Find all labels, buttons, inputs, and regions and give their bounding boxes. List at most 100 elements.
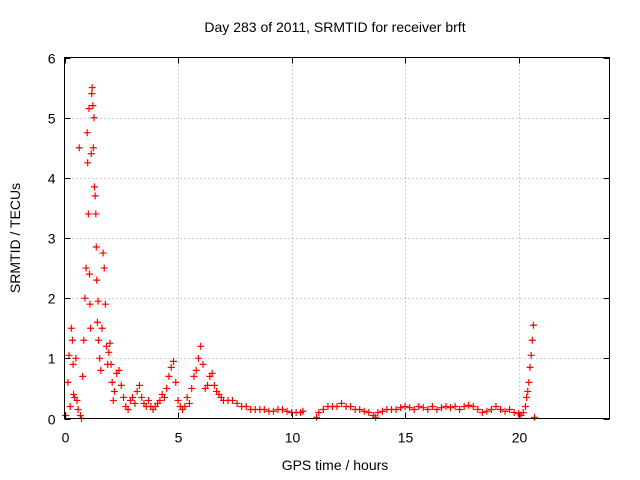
data-point — [315, 408, 323, 416]
data-point — [81, 294, 89, 302]
data-point — [424, 405, 432, 413]
data-point — [163, 384, 171, 392]
data-point — [93, 318, 101, 326]
data-point — [392, 405, 400, 413]
data-point — [172, 378, 180, 386]
data-point — [84, 159, 92, 167]
data-point — [378, 407, 386, 415]
data-point — [319, 405, 327, 413]
data-point — [478, 408, 486, 416]
data-point — [181, 402, 189, 410]
data-point — [401, 402, 409, 410]
data-point — [190, 372, 198, 380]
data-point — [194, 354, 202, 362]
data-point — [474, 405, 482, 413]
data-point — [66, 402, 74, 410]
data-point — [167, 363, 175, 371]
x-tick-label: 20 — [512, 430, 528, 446]
data-point — [145, 396, 153, 404]
x-tick-label: 10 — [285, 430, 301, 446]
data-point — [165, 372, 173, 380]
data-point — [510, 408, 518, 416]
data-point — [92, 243, 100, 251]
data-point — [156, 396, 164, 404]
y-tick-label: 1 — [48, 351, 56, 367]
y-tick-label: 6 — [48, 51, 56, 67]
data-point — [170, 357, 177, 365]
data-point — [72, 354, 80, 362]
data-point — [94, 297, 102, 305]
data-point — [527, 351, 535, 359]
data-point — [528, 336, 536, 344]
y-tick-label: 5 — [48, 111, 56, 127]
data-point — [415, 402, 423, 410]
data-point — [99, 249, 107, 257]
y-axis-label: SRMTID / TECUs — [7, 183, 23, 293]
data-point — [433, 405, 441, 413]
data-point — [90, 114, 98, 122]
data-point — [501, 407, 509, 415]
data-point — [233, 399, 241, 407]
data-point — [442, 402, 450, 410]
data-point — [525, 378, 533, 386]
data-point — [188, 384, 196, 392]
data-point — [115, 366, 123, 374]
grid — [64, 57, 610, 419]
data-point — [67, 324, 75, 332]
data-point — [279, 405, 286, 413]
data-point — [365, 408, 373, 416]
data-point — [135, 381, 143, 389]
data-point — [84, 210, 92, 218]
data-point — [80, 336, 88, 344]
data-point — [69, 360, 77, 368]
data-point — [73, 396, 81, 404]
data-point — [120, 393, 128, 401]
data-point — [419, 404, 427, 412]
data-point — [107, 360, 115, 368]
data-point — [103, 342, 111, 350]
data-point — [199, 360, 207, 368]
data-point — [313, 413, 321, 421]
data-point — [68, 336, 76, 344]
x-tick-label: 15 — [398, 430, 414, 446]
data-point — [469, 402, 477, 410]
data-point — [523, 393, 531, 401]
data-point — [185, 399, 193, 407]
data-point — [138, 393, 146, 401]
data-point — [204, 381, 212, 389]
data-point — [397, 404, 405, 412]
y-tick-label: 0 — [48, 412, 56, 428]
data-point — [88, 90, 96, 98]
data-point — [75, 144, 83, 152]
data-point — [360, 407, 368, 415]
data-point — [260, 405, 268, 413]
data-point — [229, 396, 237, 404]
data-point — [105, 348, 113, 356]
data-point — [506, 405, 514, 413]
data-point — [526, 363, 534, 371]
data-point — [269, 407, 277, 415]
data-point — [85, 105, 93, 113]
chart-title: Day 283 of 2011, SRMTID for receiver brf… — [204, 19, 465, 35]
data-point — [79, 372, 87, 380]
data-point — [98, 324, 106, 332]
data-point — [83, 129, 91, 137]
data-point — [133, 387, 141, 395]
data-point — [95, 336, 103, 344]
data-point — [333, 402, 341, 410]
y-tick-label: 2 — [48, 291, 56, 307]
y-tick-label: 4 — [48, 171, 56, 187]
data-point — [531, 413, 539, 421]
data-point — [85, 270, 93, 278]
data-point — [70, 390, 78, 398]
data-point — [524, 387, 532, 395]
data-point — [117, 381, 125, 389]
data-point — [76, 411, 84, 419]
data-point — [465, 401, 473, 409]
data-point — [96, 354, 104, 362]
data-point — [283, 407, 291, 415]
data-point — [82, 264, 90, 272]
data-point — [174, 396, 182, 404]
data-point — [64, 378, 72, 386]
